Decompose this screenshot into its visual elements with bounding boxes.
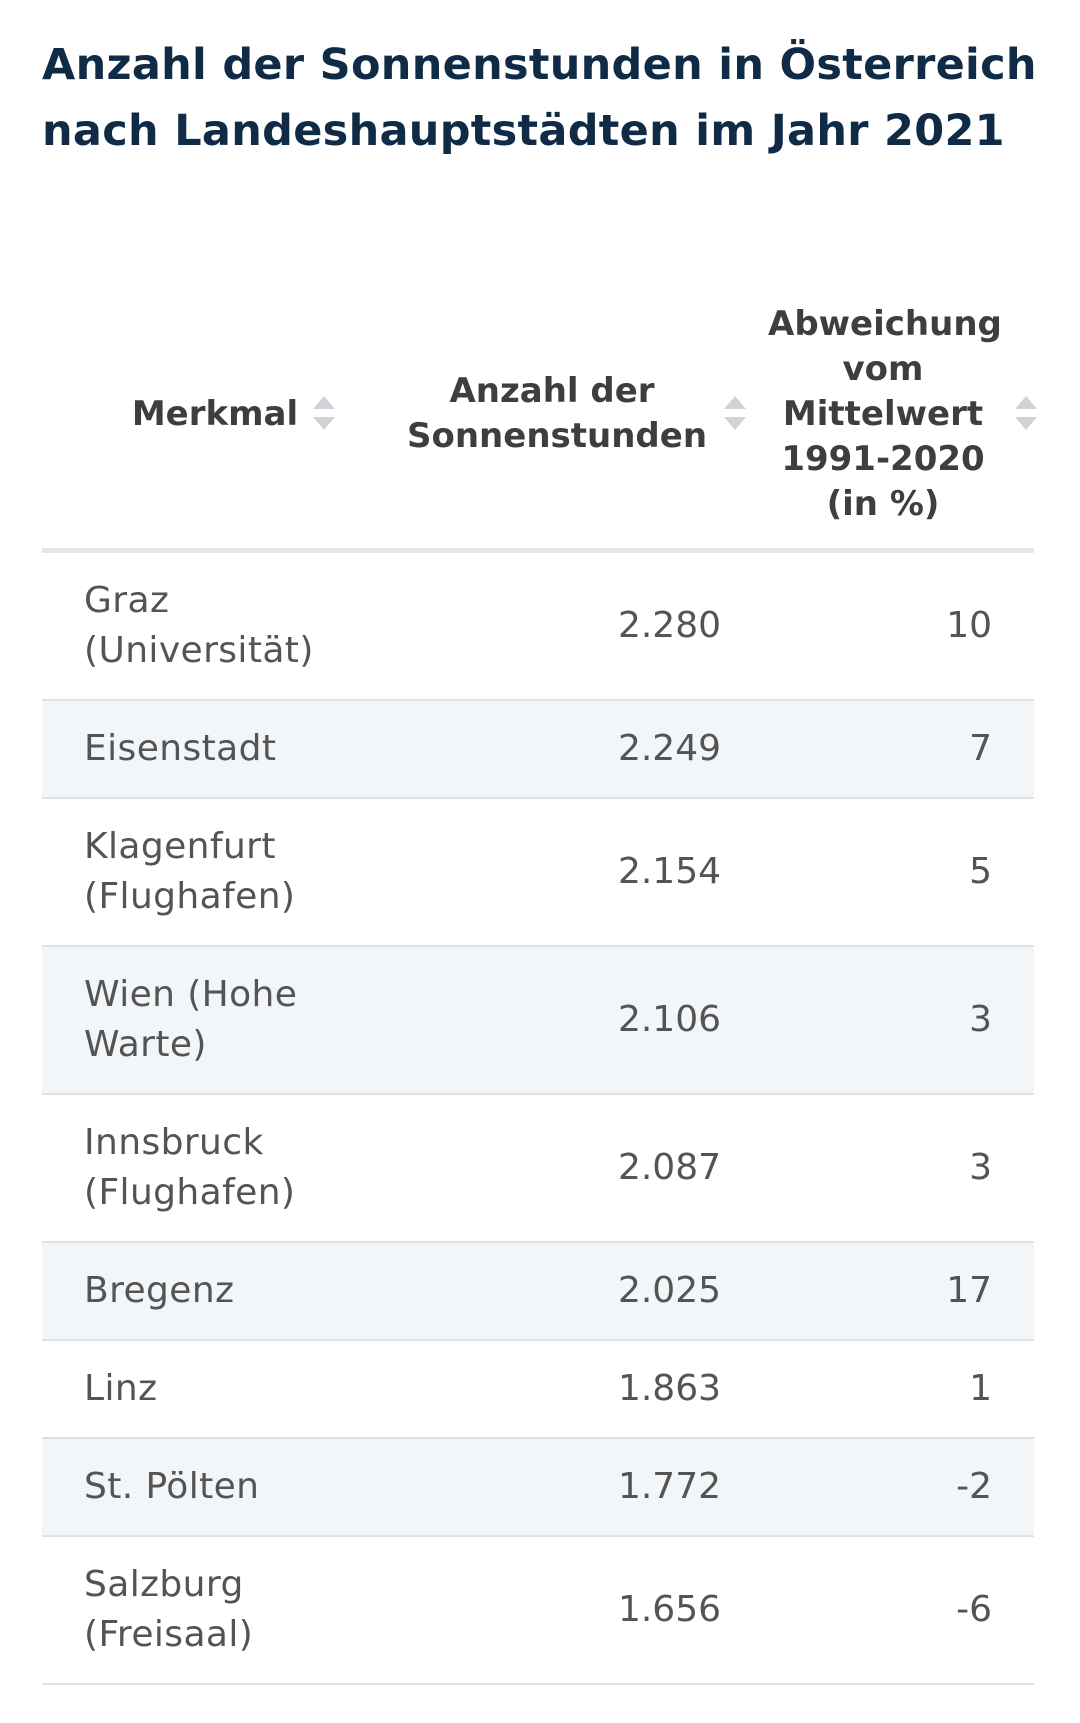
- cell-abweichung: 5: [969, 851, 992, 892]
- cell-abweichung: 17: [946, 1270, 992, 1311]
- cell-merkmal: Wien (Hohe Warte): [84, 974, 298, 1065]
- cell-sonnenstunden: 1.863: [617, 1368, 721, 1409]
- column-header-label: Merkmal: [131, 393, 299, 434]
- table-row: Wien (Hohe Warte) 2.106 3: [42, 947, 1034, 1095]
- cell-sonnenstunden: 2.154: [617, 851, 721, 892]
- cell-sonnenstunden: 2.249: [617, 728, 721, 769]
- table-row: Klagenfurt (Flughafen) 2.154 5: [42, 799, 1034, 947]
- cell-merkmal: Innsbruck (Flughafen): [84, 1122, 296, 1213]
- cell-merkmal: Klagenfurt (Flughafen): [84, 826, 296, 917]
- table-row: Salzburg (Freisaal) 1.656 -6: [42, 1537, 1034, 1685]
- cell-merkmal: Graz (Universität): [84, 580, 314, 671]
- cell-merkmal: Eisenstadt: [84, 728, 277, 769]
- cell-abweichung: -2: [956, 1466, 992, 1507]
- cell-abweichung: 10: [946, 605, 992, 646]
- cell-sonnenstunden: 2.280: [617, 605, 721, 646]
- cell-merkmal: St. Pölten: [84, 1466, 260, 1507]
- table-row: Eisenstadt 2.249 7: [42, 701, 1034, 799]
- column-header-label: Anzahl der Sonnenstunden: [407, 371, 708, 456]
- cell-abweichung: -6: [956, 1589, 992, 1630]
- sort-icon[interactable]: [313, 396, 335, 432]
- cell-abweichung: 7: [969, 728, 992, 769]
- table-row: Linz 1.863 1: [42, 1341, 1034, 1439]
- cell-sonnenstunden: 2.025: [617, 1270, 721, 1311]
- table-body: Graz (Universität) 2.280 10 Eisenstadt 2.249…: [42, 553, 1034, 1685]
- column-header-abweichung[interactable]: Abweichung vom Mittelwert 1991-2020 (in …: [732, 280, 1037, 548]
- cell-abweichung: 1: [969, 1368, 992, 1409]
- table-row: Bregenz 2.025 17: [42, 1243, 1034, 1341]
- table-row: St. Pölten 1.772 -2: [42, 1439, 1034, 1537]
- cell-merkmal: Bregenz: [84, 1270, 235, 1311]
- data-table: Merkmal Anzahl der Sonnenstunden Abweich…: [42, 280, 1037, 1685]
- cell-abweichung: 3: [969, 999, 992, 1040]
- table-row: Innsbruck (Flughafen) 2.087 3: [42, 1095, 1034, 1243]
- column-header-merkmal[interactable]: Merkmal: [42, 280, 362, 548]
- column-header-sonnenstunden[interactable]: Anzahl der Sonnenstunden: [372, 280, 746, 548]
- cell-sonnenstunden: 2.087: [617, 1147, 721, 1188]
- table-row: Graz (Universität) 2.280 10: [42, 553, 1034, 701]
- cell-merkmal: Linz: [84, 1368, 158, 1409]
- column-header-label: Abweichung vom Mittelwert 1991-2020 (in …: [768, 303, 1002, 524]
- cell-merkmal: Salzburg (Freisaal): [84, 1564, 254, 1655]
- page-title: Anzahl der Sonnenstunden in Österreich n…: [42, 40, 1037, 156]
- sort-icon[interactable]: [724, 396, 746, 432]
- table-header: Merkmal Anzahl der Sonnenstunden Abweich…: [42, 280, 1037, 553]
- cell-sonnenstunden: 1.656: [617, 1589, 721, 1630]
- sort-icon[interactable]: [1015, 396, 1037, 432]
- cell-sonnenstunden: 2.106: [617, 999, 721, 1040]
- cell-sonnenstunden: 1.772: [617, 1466, 721, 1507]
- cell-abweichung: 3: [969, 1147, 992, 1188]
